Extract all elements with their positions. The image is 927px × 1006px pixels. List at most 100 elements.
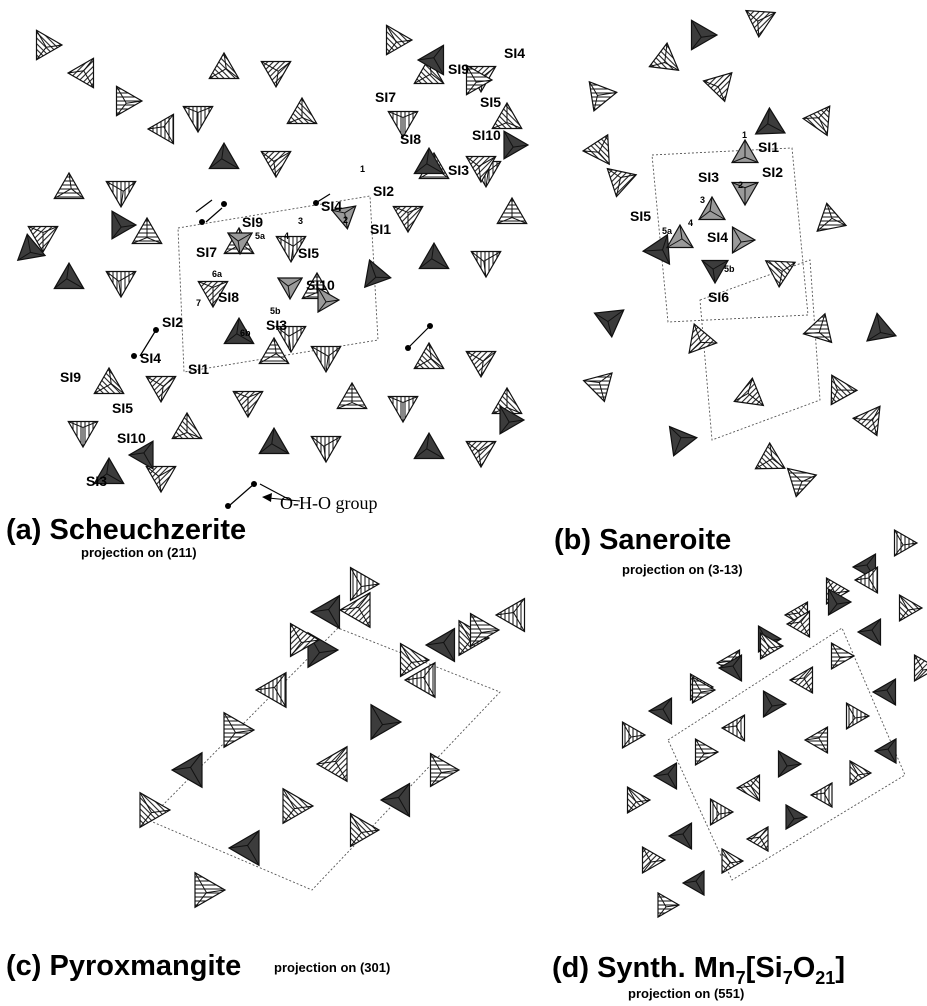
silicate-tetrahedron bbox=[593, 309, 625, 339]
silicate-tetrahedron bbox=[260, 150, 292, 179]
label-si4-top: SI4 bbox=[504, 45, 525, 61]
silicate-tetrahedron bbox=[786, 467, 818, 498]
caption-d-mid: [Si bbox=[745, 952, 783, 984]
label-b-edge-5b: 5b bbox=[724, 264, 735, 274]
silicate-tetrahedron bbox=[16, 233, 47, 262]
label-si4-left: SI4 bbox=[140, 350, 161, 366]
silicate-tetrahedron bbox=[413, 146, 445, 175]
label-edge-5a: 5a bbox=[255, 231, 266, 241]
silicate-tetrahedron bbox=[647, 696, 673, 726]
silicate-tetrahedron bbox=[413, 431, 445, 460]
silicate-tetrahedron bbox=[700, 259, 730, 285]
silicate-tetrahedron bbox=[197, 280, 229, 309]
silicate-tetrahedron bbox=[111, 210, 138, 240]
label-b-si6: SI6 bbox=[708, 289, 729, 305]
silicate-tetrahedron bbox=[802, 312, 833, 344]
silicate-tetrahedron bbox=[208, 141, 240, 170]
label-edge-6b: 6b bbox=[240, 328, 251, 338]
label-si9-left: SI9 bbox=[60, 369, 81, 385]
caption-a-subtitle: projection on (211) bbox=[81, 545, 197, 560]
silicate-tetrahedron bbox=[465, 64, 494, 96]
label-si4-center: SI4 bbox=[321, 198, 342, 214]
oho-atoms bbox=[131, 200, 433, 509]
silicate-tetrahedron bbox=[276, 277, 304, 301]
labels-panel-a: SI4 SI9 SI7 SI5 SI8 SI10 SI3 1 SI2 SI4 2… bbox=[60, 45, 525, 513]
silicate-tetrahedron bbox=[744, 9, 777, 39]
silicate-tetrahedron bbox=[194, 871, 227, 909]
silicate-tetrahedron bbox=[893, 528, 919, 558]
silicate-tetrahedron bbox=[720, 713, 746, 743]
oho-arrowhead bbox=[262, 493, 272, 502]
labels-panel-b: 1 SI1 SI2 SI3 2 3 SI5 4 5a SI4 5b SI6 bbox=[630, 130, 783, 305]
silicate-tetrahedron bbox=[641, 845, 667, 875]
label-b-edge-3: 3 bbox=[700, 195, 705, 205]
silicate-tetrahedron bbox=[851, 405, 881, 437]
silicate-tetrahedron bbox=[336, 381, 368, 410]
silicate-tetrahedron bbox=[145, 465, 177, 494]
unit-cell-b2 bbox=[699, 259, 821, 441]
label-b-edge-5a: 5a bbox=[662, 226, 673, 236]
caption-d-sub-mn: 7 bbox=[735, 967, 746, 988]
label-edge-3: 3 bbox=[298, 216, 303, 226]
label-b-edge-1: 1 bbox=[742, 130, 747, 140]
silicate-tetrahedron bbox=[845, 701, 871, 731]
caption-d-end: ] bbox=[835, 952, 845, 984]
silicate-tetrahedron bbox=[226, 232, 254, 256]
silicate-tetrahedron bbox=[830, 641, 856, 671]
unit-cell-a bbox=[177, 195, 379, 373]
silicate-tetrahedron bbox=[317, 286, 341, 314]
silicate-tetrahedron bbox=[866, 312, 898, 342]
silicate-tetrahedron bbox=[338, 591, 371, 629]
silicate-tetrahedron bbox=[702, 71, 733, 103]
label-si2-left: SI2 bbox=[162, 314, 183, 330]
caption-d-title: (d) Synth. Mn7[Si7O21] bbox=[552, 952, 845, 994]
silicate-tetrahedron bbox=[53, 261, 85, 290]
silicate-tetrahedron bbox=[424, 627, 456, 663]
silicate-tetrahedron bbox=[691, 675, 717, 705]
silicate-tetrahedron bbox=[588, 80, 618, 112]
label-si8-top: SI8 bbox=[400, 131, 421, 147]
caption-c-subtitle: projection on (301) bbox=[274, 960, 391, 975]
silicate-tetrahedron bbox=[289, 622, 321, 658]
silicate-tetrahedron bbox=[665, 223, 695, 249]
silicate-tetrahedron bbox=[777, 749, 803, 779]
silicate-tetrahedron bbox=[745, 825, 769, 853]
label-si8-center: SI8 bbox=[218, 289, 239, 305]
silicate-tetrahedron bbox=[349, 566, 381, 602]
silicate-tetrahedron bbox=[809, 781, 833, 809]
silicate-tetrahedron bbox=[223, 711, 256, 749]
silicate-tetrahedron bbox=[363, 258, 392, 289]
caption-d-prefix: (d) Synth. Mn bbox=[552, 952, 736, 984]
silicate-tetrahedron bbox=[418, 241, 450, 270]
silicate-tetrahedron bbox=[387, 110, 419, 139]
label-edge-1: 1 bbox=[360, 164, 365, 174]
silicate-tetrahedron bbox=[816, 202, 848, 232]
silicate-tetrahedron bbox=[681, 869, 705, 897]
silicate-tetrahedron bbox=[762, 689, 788, 719]
silicate-tetrahedron bbox=[115, 85, 144, 117]
silicate-tetrahedron bbox=[849, 759, 873, 787]
silicate-tetrahedron bbox=[856, 617, 882, 647]
silicate-tetrahedron bbox=[898, 593, 924, 623]
silicate-tetrahedron bbox=[429, 752, 461, 788]
silicate-tetrahedron bbox=[275, 235, 307, 264]
silicate-tetrahedron bbox=[182, 105, 214, 134]
label-si7-top: SI7 bbox=[375, 89, 396, 105]
silicate-tetrahedron bbox=[730, 181, 760, 207]
tetrahedra-layer bbox=[16, 9, 927, 919]
label-si2-center: SI2 bbox=[373, 183, 394, 199]
silicate-tetrahedron bbox=[717, 653, 743, 683]
silicate-tetrahedron bbox=[309, 594, 341, 630]
silicate-tetrahedron bbox=[310, 345, 342, 374]
label-si9-center: SI9 bbox=[242, 214, 263, 230]
label-b-si5: SI5 bbox=[630, 208, 651, 224]
silicate-tetrahedron bbox=[730, 138, 760, 164]
silicate-tetrahedron bbox=[764, 260, 797, 289]
silicate-tetrahedron bbox=[853, 565, 879, 595]
oho-groups bbox=[139, 193, 431, 506]
label-b-si2: SI2 bbox=[762, 164, 783, 180]
silicate-tetrahedron bbox=[827, 587, 853, 617]
silicate-tetrahedron bbox=[403, 661, 436, 699]
silicate-tetrahedron bbox=[208, 51, 240, 80]
